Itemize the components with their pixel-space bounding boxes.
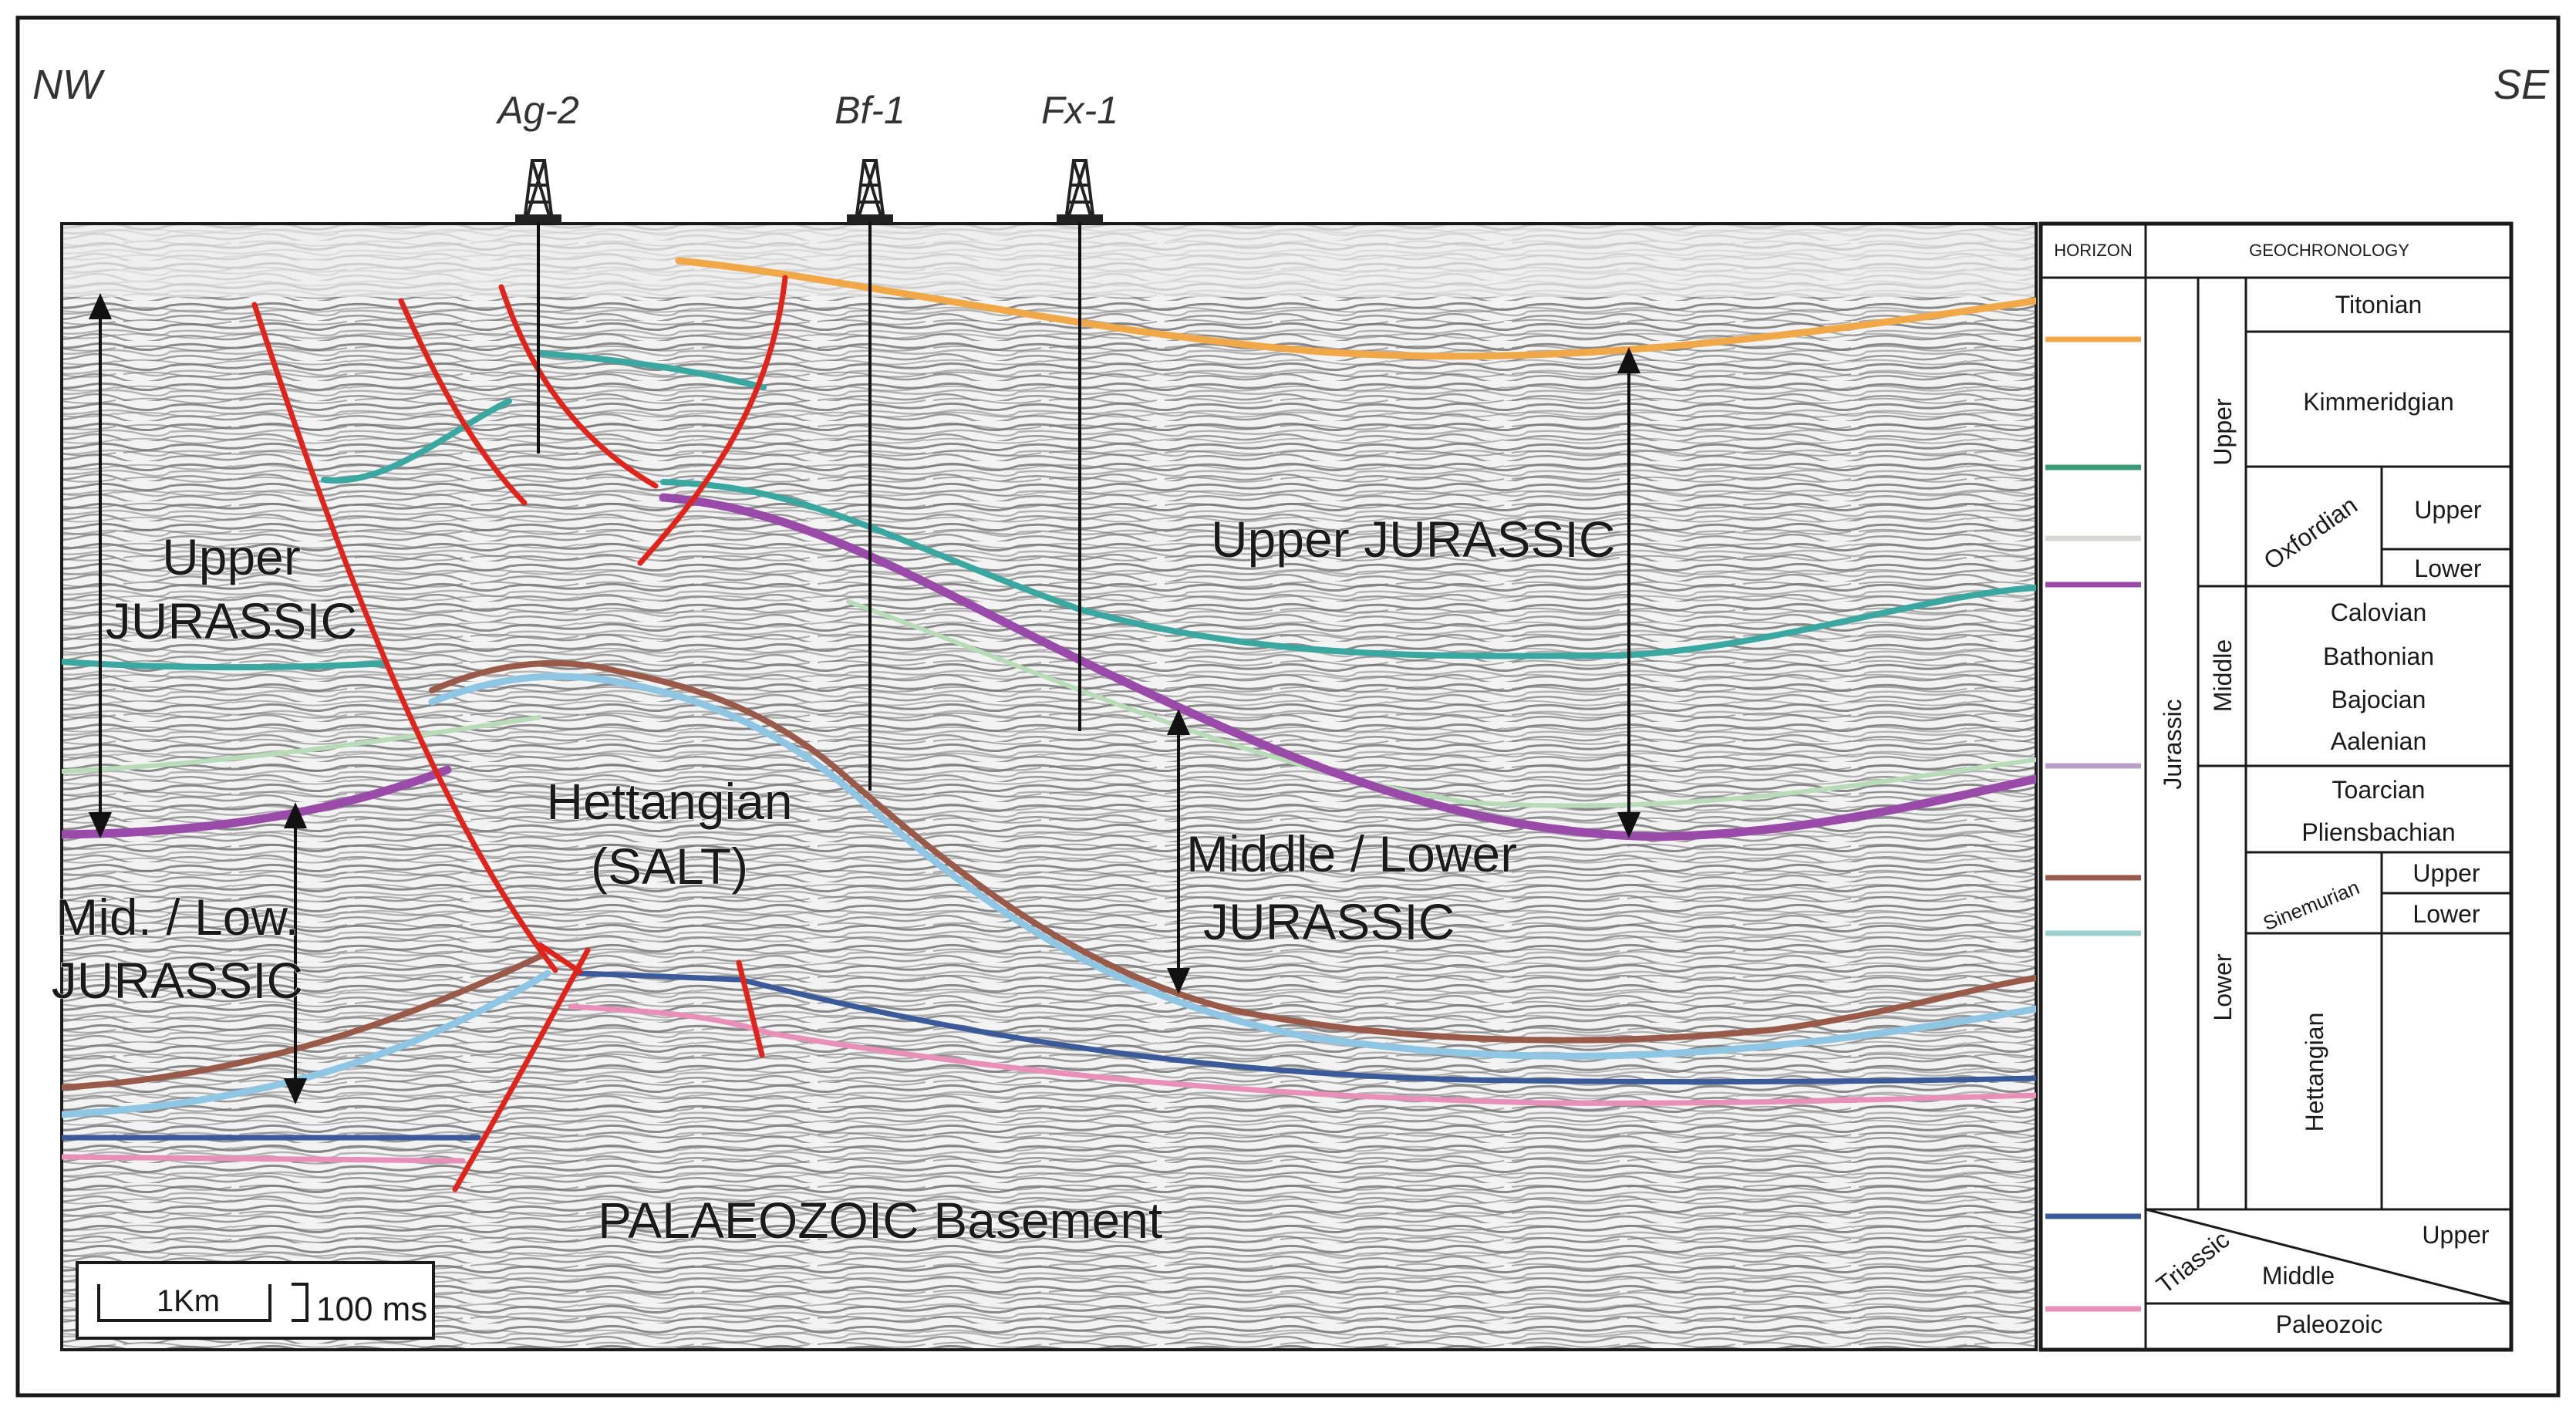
- fault-lines: [251, 275, 788, 1192]
- fault-salt-mid: [537, 942, 583, 975]
- horizon-purple-left: [62, 765, 452, 839]
- stage-bathonian: Bathonian: [2323, 642, 2434, 670]
- fault-ag2-east: [498, 284, 659, 489]
- horizon-brown-left: [62, 953, 543, 1091]
- horizon-swatches: [2045, 336, 2141, 1312]
- section-labels: Upper JURASSIC Upper JURASSIC Hettangian…: [51, 510, 1616, 1249]
- horizon-teal-main: [660, 479, 2036, 659]
- thickness-arrows: [88, 293, 1641, 1104]
- stage-aalenian: Aalenian: [2331, 727, 2427, 755]
- derrick-icon: [1057, 159, 1103, 224]
- stage-bajocian: Bajocian: [2332, 686, 2426, 713]
- stage-kimmeridgian: Kimmeridgian: [2303, 388, 2454, 416]
- fault-salt-right: [736, 959, 765, 1058]
- label-upper-jurassic-right: Upper JURASSIC: [1211, 511, 1616, 568]
- stage-calovian: Calovian: [2331, 599, 2427, 626]
- horizon-lightgreen: [62, 599, 2036, 808]
- horizon-lightblue-left: [62, 970, 551, 1118]
- well-fx1: Fx-1: [1041, 89, 1118, 731]
- label-salt: (SALT): [591, 838, 748, 895]
- stage-hettangian: Hettangian: [2301, 1013, 2328, 1132]
- horizon-brown: [429, 659, 2036, 1044]
- well-bf1: Bf-1: [835, 89, 905, 791]
- label-mid-low-jurassic-1: Mid. / Low.: [56, 889, 298, 946]
- fault-main-left: [251, 302, 558, 973]
- stage-sinemurian-upper: Upper: [2412, 859, 2480, 887]
- horizon-orange: [675, 257, 2036, 360]
- stage-triassic-middle: Middle: [2262, 1262, 2335, 1290]
- stage-pliensbachian: Pliensbachian: [2301, 818, 2455, 846]
- stage-toarcian: Toarcian: [2332, 776, 2426, 804]
- well-fx1-label: Fx-1: [1041, 89, 1118, 132]
- se-label: SE: [2493, 62, 2550, 108]
- well-bf1-label: Bf-1: [835, 89, 905, 132]
- legend-system-jurassic: Jurassic: [2159, 699, 2187, 789]
- seismic-panel: [60, 222, 2038, 1351]
- horizon-teal-left: [321, 398, 512, 484]
- fault-ag2-west: [398, 298, 528, 506]
- scale-vertical-label: 100 ms: [316, 1290, 427, 1328]
- label-middle-lower-1: Middle / Lower: [1186, 825, 1517, 882]
- stage-triassic-upper: Upper: [2422, 1221, 2490, 1249]
- stage-titonian: Titonian: [2335, 291, 2423, 319]
- legend-series-upper: Upper: [2209, 398, 2237, 466]
- well-ag2: Ag-2: [495, 89, 579, 454]
- scale-bar: 1Km 100 ms: [76, 1261, 435, 1340]
- label-palaeozoic: PALAEOZOIC Basement: [598, 1192, 1162, 1249]
- horizon-lightblue: [428, 673, 2036, 1060]
- derrick-icon: [847, 159, 893, 224]
- nw-label: NW: [32, 62, 106, 108]
- legend-series-middle: Middle: [2209, 639, 2237, 712]
- horizon-lines: [62, 257, 2036, 1164]
- stage-sinemurian-lower: Lower: [2412, 900, 2480, 928]
- label-upper-jurassic-left-1: Upper: [162, 528, 301, 585]
- label-hettangian: Hettangian: [546, 773, 792, 830]
- stage-oxfordian-lower: Lower: [2414, 555, 2482, 582]
- stage-paleozoic: Paleozoic: [2276, 1310, 2383, 1338]
- well-ag2-label: Ag-2: [495, 89, 579, 132]
- legend-header-geochronology: GEOCHRONOLOGY: [2249, 241, 2409, 260]
- scale-horizontal-label: 1Km: [157, 1284, 220, 1318]
- label-mid-low-jurassic-2: JURASSIC: [52, 952, 303, 1009]
- horizon-blue: [575, 970, 2036, 1085]
- fault-salt-left: [452, 947, 591, 1192]
- stage-oxfordian-upper: Upper: [2414, 496, 2482, 524]
- wells: Ag-2 Bf-1 Fx-1: [495, 89, 1118, 791]
- legend-header-horizon: HORIZON: [2054, 241, 2132, 260]
- label-upper-jurassic-left-2: JURASSIC: [106, 592, 357, 649]
- fault-listric-east: [637, 275, 788, 566]
- legend-series-lower: Lower: [2209, 953, 2237, 1021]
- horizon-pink: [568, 1003, 2036, 1106]
- legend-grid: [2041, 224, 2512, 1350]
- horizon-pink-left: [62, 1154, 466, 1164]
- geochronology-legend: HORIZON GEOCHRONOLOGY Jurassic Upper Mid…: [2038, 221, 2514, 1352]
- horizon-teal-upper: [537, 350, 767, 390]
- label-middle-lower-2: JURASSIC: [1203, 893, 1455, 950]
